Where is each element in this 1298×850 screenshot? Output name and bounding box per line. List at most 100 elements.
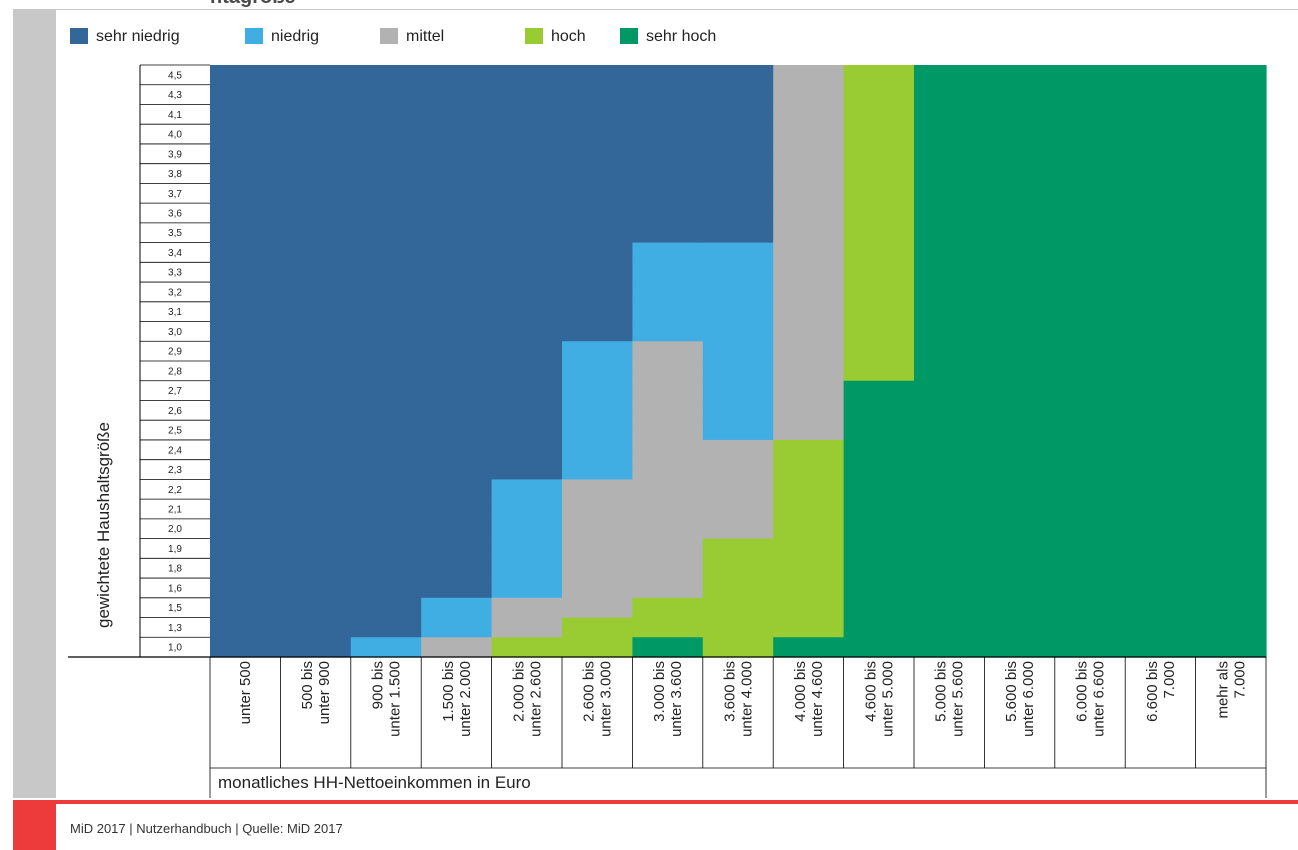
- page-title-fragment: ntagröße: [210, 0, 296, 9]
- heatmap-cell: [773, 499, 845, 520]
- x-category-label-line: unter 6.600: [1091, 661, 1108, 737]
- heatmap-cell: [914, 262, 985, 283]
- heatmap-cell: [421, 84, 493, 106]
- heatmap-cell: [1125, 143, 1197, 165]
- heatmap-cell: [632, 361, 704, 382]
- heatmap-cell: [1125, 597, 1197, 619]
- heatmap-cell: [210, 262, 281, 283]
- heatmap-cell: [702, 558, 774, 579]
- heatmap-cell: [632, 538, 704, 559]
- heatmap-cell: [1195, 262, 1267, 283]
- heatmap-cell: [1195, 341, 1267, 362]
- heatmap-cell: [1195, 143, 1267, 165]
- heatmap-cell: [350, 183, 422, 204]
- heatmap-cell: [632, 163, 704, 184]
- heatmap-cell: [1195, 617, 1267, 638]
- heatmap-cell: [210, 518, 281, 540]
- heatmap-cell: [210, 341, 281, 362]
- heatmap-cell: [702, 143, 774, 165]
- heatmap-cell: [1195, 222, 1267, 244]
- heatmap-cell: [632, 262, 704, 283]
- heatmap-cell: [1125, 518, 1197, 540]
- heatmap-cell: [1195, 459, 1267, 480]
- heatmap-cell: [1054, 143, 1126, 165]
- heatmap-cell: [491, 380, 563, 402]
- heatmap-cell: [984, 84, 1056, 106]
- heatmap-cell: [1195, 420, 1267, 441]
- heatmap-cell: [632, 341, 704, 362]
- heatmap-cell: [1125, 301, 1197, 323]
- heatmap-cell: [1054, 518, 1126, 540]
- heatmap-cell: [421, 420, 493, 441]
- heatmap-cell: [1195, 380, 1267, 402]
- heatmap-cell: [350, 262, 422, 283]
- heatmap-cell: [1054, 558, 1126, 579]
- heatmap-cell: [702, 341, 774, 362]
- heatmap-cell: [843, 104, 915, 125]
- heatmap-cell: [210, 578, 281, 599]
- heatmap-cell: [421, 65, 493, 86]
- heatmap-cell: [843, 479, 915, 500]
- heatmap-cell: [843, 538, 915, 559]
- heatmap-cell: [350, 341, 422, 362]
- heatmap-cell: [702, 222, 774, 244]
- heatmap-cell: [773, 301, 845, 323]
- heatmap-cell: [773, 203, 845, 224]
- heatmap-cell: [1195, 321, 1267, 342]
- heatmap-cell: [350, 518, 422, 540]
- heatmap-cell: [421, 617, 493, 638]
- heatmap-cell: [491, 282, 563, 303]
- heatmap-cell: [562, 183, 633, 204]
- heatmap-cell: [632, 183, 704, 204]
- y-tick-label: 3,6: [168, 209, 182, 220]
- heatmap-cell: [1054, 262, 1126, 283]
- heatmap-cell: [562, 163, 633, 184]
- y-tick-label: 4,5: [168, 70, 182, 81]
- heatmap-cell: [562, 459, 633, 480]
- heatmap-cell: [280, 104, 352, 125]
- y-tick-label: 4,3: [168, 90, 182, 101]
- heatmap-cell: [1125, 479, 1197, 500]
- heatmap-cell: [1054, 84, 1126, 106]
- x-category-label: 500 bis unter 900: [299, 661, 333, 724]
- x-category-label-line: unter 2.600: [527, 661, 544, 737]
- heatmap-cell: [843, 222, 915, 244]
- x-category-label-line: 7.000: [1231, 661, 1248, 699]
- heatmap-cell: [702, 203, 774, 224]
- heatmap-cell: [1125, 459, 1197, 480]
- heatmap-cell: [773, 143, 845, 165]
- heatmap-cell: [1125, 420, 1197, 441]
- heatmap-cell: [421, 400, 493, 421]
- heatmap-cell: [1054, 104, 1126, 125]
- heatmap-cell: [984, 321, 1056, 342]
- heatmap-cell: [773, 380, 845, 402]
- heatmap-cell: [210, 499, 281, 520]
- heatmap-cell: [984, 420, 1056, 441]
- heatmap-cell: [562, 380, 633, 402]
- heatmap-cell: [843, 597, 915, 619]
- heatmap-cell: [843, 637, 915, 658]
- y-tick-label: 4,1: [168, 110, 182, 121]
- heatmap-cell: [984, 282, 1056, 303]
- heatmap-cell: [773, 361, 845, 382]
- heatmap-cell: [984, 400, 1056, 421]
- x-category-label: 900 bis unter 1.500: [370, 661, 404, 737]
- heatmap-cell: [843, 183, 915, 204]
- heatmap-cell: [350, 143, 422, 165]
- heatmap-cell: [984, 597, 1056, 619]
- heatmap-cell: [1054, 301, 1126, 323]
- heatmap-cell: [280, 617, 352, 638]
- y-tick-label: 1,8: [168, 564, 182, 575]
- heatmap-cell: [632, 597, 704, 619]
- heatmap-cell: [632, 104, 704, 125]
- heatmap-cell: [843, 578, 915, 599]
- y-tick-label: 2,9: [168, 347, 182, 358]
- heatmap-cell: [491, 420, 563, 441]
- heatmap-cell: [632, 439, 704, 461]
- heatmap-cell: [350, 578, 422, 599]
- y-tick-label: 2,8: [168, 366, 182, 377]
- heatmap-cell: [632, 84, 704, 106]
- heatmap-cell: [1195, 479, 1267, 500]
- legend-swatch: [620, 28, 638, 44]
- x-category-label: 6.600 bis 7.000: [1144, 661, 1178, 722]
